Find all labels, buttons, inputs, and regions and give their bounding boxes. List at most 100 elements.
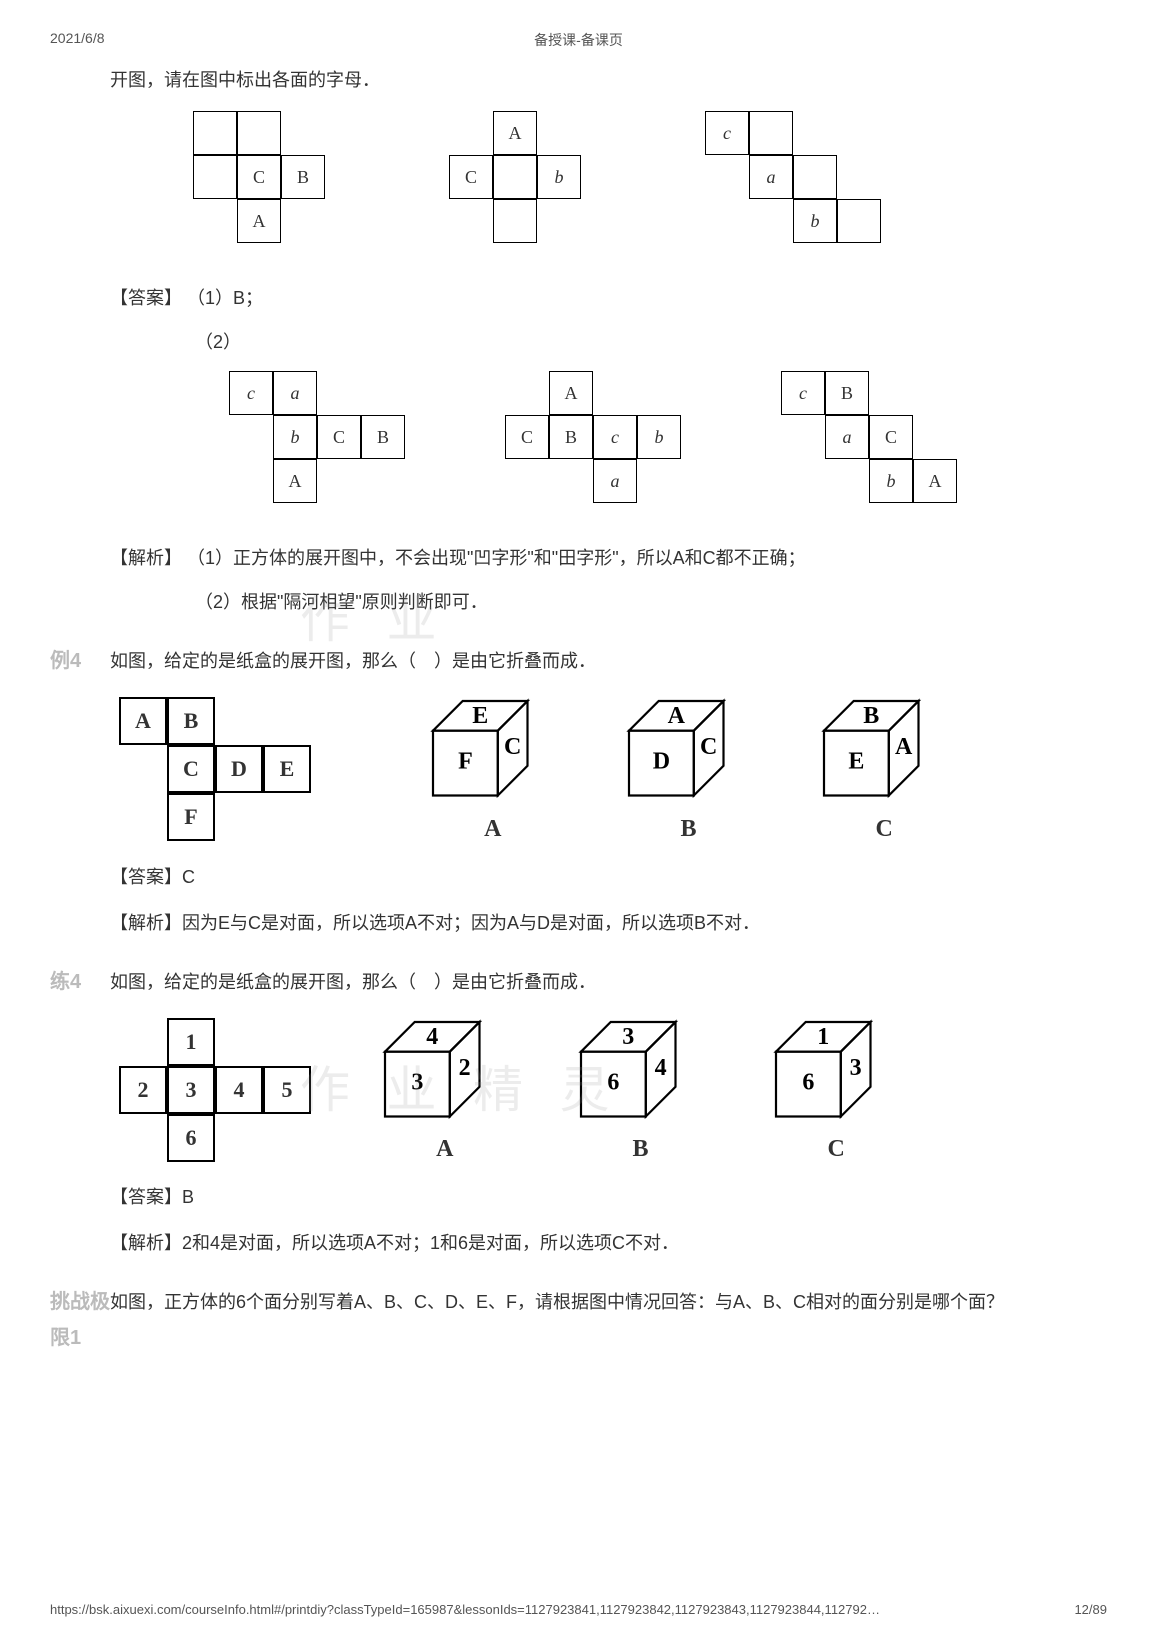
ex4-net: ABCDEF: [120, 698, 360, 842]
svg-text:3: 3: [411, 1069, 423, 1095]
net-cell: 5: [263, 1066, 311, 1114]
net-cell: B: [549, 415, 593, 459]
svg-text:4: 4: [654, 1055, 666, 1081]
svg-text:4: 4: [426, 1024, 438, 1050]
ex4-figure-row: ABCDEF EFCAADCBBEAC: [120, 698, 1107, 843]
net-cell: C: [167, 745, 215, 793]
net-grid: ACBcba: [506, 372, 682, 504]
challenge-text: 如图，正方体的6个面分别写着A、B、C、D、E、F，请根据图中情况回答：与A、B…: [110, 1285, 1107, 1319]
analysis1-p1: （1）正方体的展开图中，不会出现"凹字形"和"田字形"，所以A和C都不正确；: [187, 548, 806, 568]
practice-4: 练4 如图，给定的是纸盒的展开图，那么（ ）是由它折叠而成． 123456 43…: [110, 965, 1107, 1256]
net-grid: 123456: [120, 1019, 312, 1163]
cube-option: 432A: [382, 1019, 508, 1164]
ex4-analysis-line: 【解析】因为E与C是对面，所以选项A不对；因为A与D是对面，所以选项B不对．: [110, 909, 1107, 935]
challenge-1: 挑战极 限1 如图，正方体的6个面分别写着A、B、C、D、E、F，请根据图中情况…: [110, 1285, 1107, 1319]
print-header: 2021/6/8 备授课-备课页: [50, 30, 1107, 46]
cube-icon: ADC: [626, 698, 752, 808]
net-cell: [749, 111, 793, 155]
svg-text:B: B: [864, 703, 880, 729]
cube-icon: 43 2: [382, 1019, 508, 1129]
net-cell: 4: [215, 1066, 263, 1114]
example-4: 例4 如图，给定的是纸盒的展开图，那么（ ）是由它折叠而成． ABCDEF EF…: [110, 644, 1107, 935]
pr4-answer-tag: 【答案】: [110, 1187, 182, 1207]
cube-icon: EFC: [430, 698, 556, 808]
pr4-figure-row: 123456 432A364B163C: [120, 1019, 1107, 1164]
net-cell: b: [869, 459, 913, 503]
net-cell: c: [229, 371, 273, 415]
ex4-options: EFCAADCBBEAC: [430, 698, 947, 843]
pr4-analysis-tag: 【解析】: [110, 1233, 182, 1253]
net-cell: [237, 111, 281, 155]
svg-text:F: F: [458, 749, 473, 775]
net-cell: F: [167, 793, 215, 841]
svg-text:3: 3: [850, 1055, 862, 1081]
net-cell: b: [637, 415, 681, 459]
cube-option: 364B: [578, 1019, 704, 1164]
pr4-analysis-line: 【解析】2和4是对面，所以选项A不对；1和6是对面，所以选项C不对．: [110, 1229, 1107, 1255]
net-cell: B: [361, 415, 405, 459]
net-cell: [193, 111, 237, 155]
net-cell: A: [493, 111, 537, 155]
cube-option: ADCB: [626, 698, 752, 843]
pr4-options: 432A364B163C: [382, 1019, 899, 1164]
net-grid: ABCDEF: [120, 698, 360, 842]
net-cell: 1: [167, 1018, 215, 1066]
cube-icon: BEA: [821, 698, 947, 808]
analysis1-p2: （2）根据"隔河相望"原则判断即可．: [195, 588, 1107, 614]
cube-icon: 36 4: [578, 1019, 704, 1129]
net-cell: C: [237, 155, 281, 199]
svg-text:6: 6: [607, 1069, 619, 1095]
net-cell: a: [825, 415, 869, 459]
cube-option: BEA C: [821, 698, 947, 843]
net-cell: b: [793, 199, 837, 243]
net-cell: [793, 155, 837, 199]
ex4-label: 例4: [50, 644, 81, 673]
net-cell: c: [781, 371, 825, 415]
answer1-p2: （2）: [195, 328, 1107, 354]
net-cell: A: [119, 697, 167, 745]
ex4-analysis: 因为E与C是对面，所以选项A不对；因为A与D是对面，所以选项B不对．: [182, 913, 760, 933]
cube-option: EFCA: [430, 698, 556, 843]
svg-text:2: 2: [459, 1055, 471, 1081]
option-label: A: [484, 816, 501, 843]
footer-url: https://bsk.aixuexi.com/courseInfo.html#…: [50, 1602, 880, 1617]
question-nets-row: CBAACbcab: [150, 112, 1107, 244]
net-cell: c: [593, 415, 637, 459]
pr4-answer-line: 【答案】B: [110, 1183, 1107, 1209]
net-cell: C: [869, 415, 913, 459]
net-cell: A: [549, 371, 593, 415]
challenge-label-2: 限1: [50, 1321, 81, 1350]
answer-tag: 【答案】: [110, 288, 182, 308]
pr4-net: 123456: [120, 1019, 312, 1163]
footer-page: 12/89: [1074, 1602, 1107, 1617]
challenge-label-1: 挑战极: [50, 1285, 110, 1314]
net-cell: D: [215, 745, 263, 793]
net-cell: a: [273, 371, 317, 415]
net-cell: B: [825, 371, 869, 415]
net-cell: E: [263, 745, 311, 793]
option-label: C: [876, 816, 893, 843]
pr4-analysis: 2和4是对面，所以选项A不对；1和6是对面，所以选项C不对．: [182, 1233, 679, 1253]
option-label: C: [828, 1136, 845, 1163]
svg-text:3: 3: [622, 1024, 634, 1050]
prompt-text: 开图，请在图中标出各面的字母．: [110, 66, 1107, 92]
net-cell: B: [167, 697, 215, 745]
net-grid: cabCBA: [230, 372, 406, 504]
page: 2021/6/8 备授课-备课页 开图，请在图中标出各面的字母． CBAACbc…: [0, 0, 1157, 1637]
net-cell: a: [749, 155, 793, 199]
answer-nets-row: cabCBAACBcbacBaCbA: [230, 372, 1107, 504]
net-grid: cBaCbA: [782, 372, 958, 504]
net-grid: ACb: [450, 112, 626, 244]
pr4-label: 练4: [50, 965, 81, 994]
svg-text:A: A: [667, 703, 685, 729]
net-cell: b: [537, 155, 581, 199]
net-cell: 6: [167, 1114, 215, 1162]
answer1-line: 【答案】 （1）B；: [110, 284, 1107, 310]
ex4-answer: C: [182, 867, 195, 887]
net-cell: 2: [119, 1066, 167, 1114]
net-cell: a: [593, 459, 637, 503]
net-cell: b: [273, 415, 317, 459]
cube-option: 163C: [773, 1019, 899, 1164]
svg-text:C: C: [504, 734, 521, 760]
ex4-answer-tag: 【答案】: [110, 867, 182, 887]
